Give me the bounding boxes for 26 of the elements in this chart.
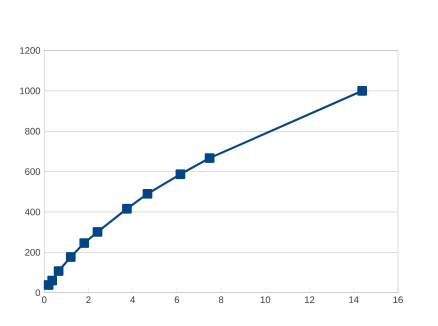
point (204, 153, 214, 163)
point (357, 86, 368, 96)
point (142, 188, 152, 198)
point (92, 226, 102, 237)
y-tick-label: 1200 (20, 46, 40, 54)
y-tick-label: 1000 (20, 87, 40, 94)
x-tick-label: 4 (130, 296, 136, 303)
point (122, 204, 132, 214)
x-tick-label: 8 (218, 296, 224, 303)
y-tick-label: 800 (25, 128, 40, 134)
y-tick-label: 0 (36, 289, 40, 296)
point (47, 276, 58, 286)
x-tick-label: 12 (305, 296, 314, 303)
point (176, 169, 186, 179)
x-tick-label: 10 (260, 296, 270, 303)
point (54, 266, 64, 276)
point (66, 252, 76, 262)
x-tick-label: 6 (174, 296, 180, 303)
y-tick-label: 400 (24, 208, 40, 216)
point (79, 238, 90, 248)
y-tick-label: 200 (25, 248, 40, 256)
x-tick-label: 0 (42, 296, 46, 303)
y-tick-label: 600 (25, 168, 40, 175)
x-tick-label: 2 (86, 296, 91, 303)
x-tick-label: 16 (393, 296, 403, 303)
x-tick-label: 14 (349, 296, 359, 303)
